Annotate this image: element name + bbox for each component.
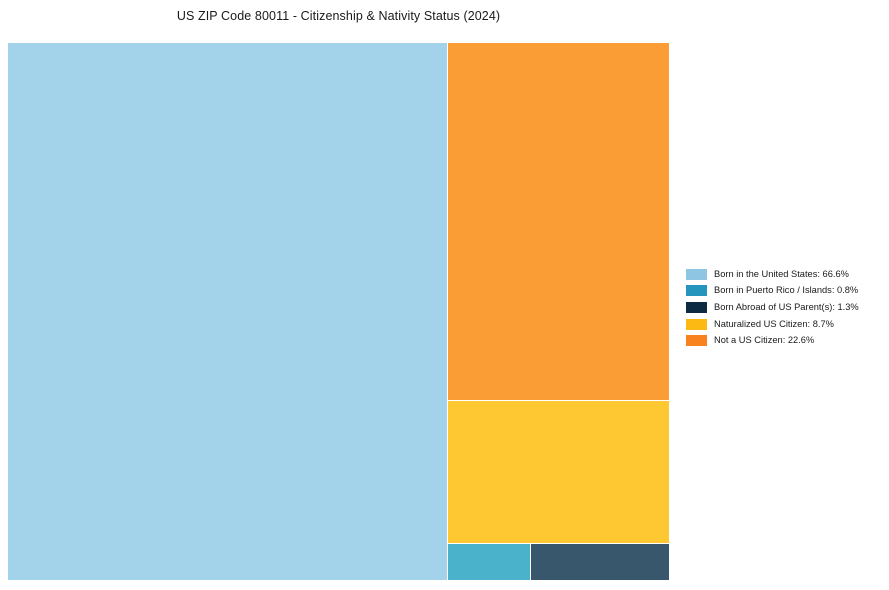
legend-item-label: Born Abroad of US Parent(s): 1.3%	[714, 301, 859, 312]
treemap-tile-naturalized-us-citizen[interactable]	[448, 401, 669, 543]
legend-item-label: Born in Puerto Rico / Islands: 0.8%	[714, 285, 859, 296]
legend-item-label: Not a US Citizen: 22.6%	[714, 335, 815, 346]
legend-item[interactable]: Not a US Citizen: 22.6%	[686, 332, 882, 349]
legend-swatch-icon	[686, 268, 707, 280]
legend-swatch-icon	[686, 318, 707, 330]
treemap-tile-born-in-the-united-states[interactable]	[8, 43, 447, 580]
treemap-plot-area	[8, 43, 669, 580]
legend-item-label: Born in the United States: 66.6%	[714, 268, 849, 279]
chart-legend: Born in the United States: 66.6% Born in…	[686, 266, 882, 349]
legend-item-label: Naturalized US Citizen: 8.7%	[714, 318, 834, 329]
treemap-tile-not-a-us-citizen[interactable]	[448, 43, 669, 400]
chart-title: US ZIP Code 80011 - Citizenship & Nativi…	[176, 9, 501, 23]
legend-swatch-icon	[686, 285, 707, 297]
legend-item[interactable]: Born Abroad of US Parent(s): 1.3%	[686, 299, 882, 316]
legend-swatch-icon	[686, 301, 707, 313]
legend-swatch-icon	[686, 335, 707, 347]
legend-item[interactable]: Born in the United States: 66.6%	[686, 266, 882, 283]
treemap-tile-born-in-puerto-rico-islands[interactable]	[448, 544, 530, 580]
legend-item[interactable]: Born in Puerto Rico / Islands: 0.8%	[686, 283, 882, 300]
treemap-tile-born-abroad-of-us-parents[interactable]	[531, 544, 669, 580]
legend-item[interactable]: Naturalized US Citizen: 8.7%	[686, 316, 882, 333]
